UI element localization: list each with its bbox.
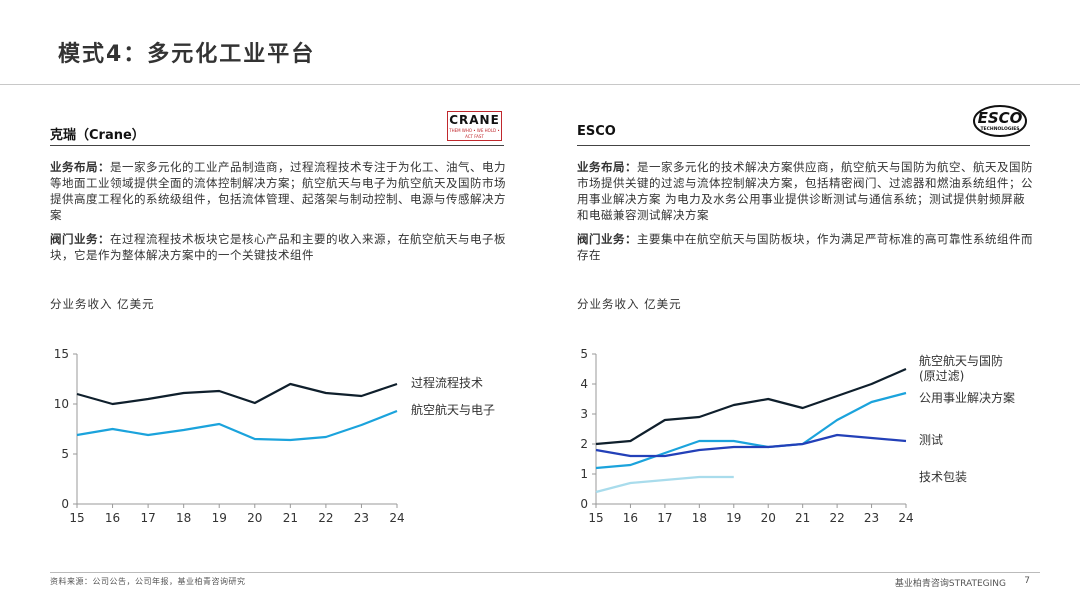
right-valve-label: 阀门业务：: [577, 232, 637, 246]
esco-y-tick-label: 2: [580, 437, 588, 451]
right-valve-text: 主要集中在航空航天与国防板块，作为满足严苛标准的高可靠性系统组件而存在: [577, 232, 1033, 262]
page-title: 模式4：多元化工业平台: [58, 42, 316, 67]
esco-y-tick-label: 0: [580, 497, 588, 511]
right-company-name: ESCO: [577, 124, 616, 139]
esco-x-tick-label: 21: [795, 511, 810, 525]
left-business-label: 业务布局：: [50, 160, 110, 174]
esco-x-tick-label: 15: [588, 511, 603, 525]
footer-source: 资料来源：公司公告，公司年报，基业柏青咨询研究: [50, 577, 246, 586]
esco-series-line-4: [595, 475, 734, 494]
esco-y-tick-label: 3: [580, 407, 588, 421]
esco-x-tick-label: 18: [692, 511, 707, 525]
crane-y-tick-label: 10: [54, 397, 69, 411]
left-revenue-label: 分业务收入 亿美元: [50, 297, 155, 311]
esco-legend-label-1: 航空航天与国防: [919, 353, 1003, 368]
crane-x-tick-label: 19: [212, 511, 227, 525]
esco-x-tick-label: 24: [898, 511, 913, 525]
crane-logo-tagline: THEM WHO • WE HOLD • ACT FAST: [449, 128, 500, 139]
crane-logo-text: CRANE: [449, 113, 500, 127]
right-business-text: 是一家多元化的技术解决方案供应商，航空航天与国防为航空、航天及国防市场提供关键的…: [577, 160, 1033, 222]
left-valve-text: 在过程流程技术板块它是核心产品和主要的收入来源，在航空航天与电子板块，它是作为整…: [50, 232, 506, 262]
esco-y-tick-label: 4: [580, 377, 588, 391]
esco-x-tick-label: 20: [761, 511, 776, 525]
left-business-paragraph: 业务布局：是一家多元化的工业产品制造商，过程流程技术专注于为化工、油气、电力等地…: [50, 159, 506, 223]
esco-logo: ESCO TECHNOLOGIES: [973, 105, 1027, 137]
right-business-label: 业务布局：: [577, 160, 637, 174]
crane-series-line-1: [76, 382, 398, 406]
esco-x-tick-label: 23: [864, 511, 879, 525]
right-company-divider: [577, 145, 1030, 146]
crane-x-tick-label: 15: [69, 511, 84, 525]
left-company-name: 克瑞（Crane）: [50, 128, 145, 143]
esco-x-tick-label: 17: [657, 511, 672, 525]
crane-x-tick-label: 22: [318, 511, 333, 525]
left-valve-label: 阀门业务：: [50, 232, 110, 246]
esco-x-tick-label: 16: [623, 511, 638, 525]
page-number: 7: [1024, 576, 1030, 586]
esco-legend-label-4: 技术包装: [919, 470, 967, 484]
esco-series-line-1: [595, 367, 907, 446]
crane-x-tick-label: 23: [354, 511, 369, 525]
crane-logo: CRANE THEM WHO • WE HOLD • ACT FAST: [447, 111, 502, 141]
right-revenue-label: 分业务收入 亿美元: [577, 297, 682, 311]
crane-x-tick-label: 18: [176, 511, 191, 525]
title-divider: [0, 84, 1080, 85]
esco-series-line-2: [595, 391, 907, 470]
crane-y-tick-label: 5: [61, 447, 69, 461]
esco-legend-label-3: 测试: [919, 432, 943, 447]
crane-x-tick-label: 24: [389, 511, 404, 525]
footer-divider: [50, 572, 1040, 573]
crane-x-tick-label: 17: [140, 511, 155, 525]
right-valve-paragraph: 阀门业务：主要集中在航空航天与国防板块，作为满足严苛标准的高可靠性系统组件而存在: [577, 231, 1033, 263]
footer-brand: 基业柏青咨询STRATEGING: [894, 579, 1006, 589]
left-valve-paragraph: 阀门业务：在过程流程技术板块它是核心产品和主要的收入来源，在航空航天与电子板块，…: [50, 231, 506, 263]
esco-series-line-3: [595, 433, 907, 458]
esco-legend-label-2: 公用事业解决方案: [919, 390, 1015, 405]
esco-logo-subtext: TECHNOLOGIES: [980, 126, 1019, 132]
left-business-text: 是一家多元化的工业产品制造商，过程流程技术专注于为化工、油气、电力等地面工业领域…: [50, 160, 506, 222]
esco-x-tick-label: 22: [829, 511, 844, 525]
esco-y-tick-label: 5: [580, 347, 588, 361]
right-business-paragraph: 业务布局：是一家多元化的技术解决方案供应商，航空航天与国防为航空、航天及国防市场…: [577, 159, 1033, 223]
esco-logo-text: ESCO: [978, 109, 1023, 127]
crane-x-tick-label: 20: [247, 511, 262, 525]
crane-y-tick-label: 0: [61, 497, 69, 511]
esco-x-tick-label: 19: [726, 511, 741, 525]
crane-legend-label-1: 过程流程技术: [411, 375, 483, 390]
crane-x-tick-label: 16: [105, 511, 120, 525]
esco-y-tick-label: 1: [580, 467, 588, 481]
crane-x-tick-label: 21: [283, 511, 298, 525]
crane-series-line-2: [76, 409, 398, 442]
crane-legend-label-2: 航空航天与电子: [411, 402, 495, 417]
esco-legend-label-1: (原过滤): [919, 369, 964, 383]
crane-y-tick-label: 15: [54, 347, 69, 361]
left-company-divider: [50, 145, 504, 146]
